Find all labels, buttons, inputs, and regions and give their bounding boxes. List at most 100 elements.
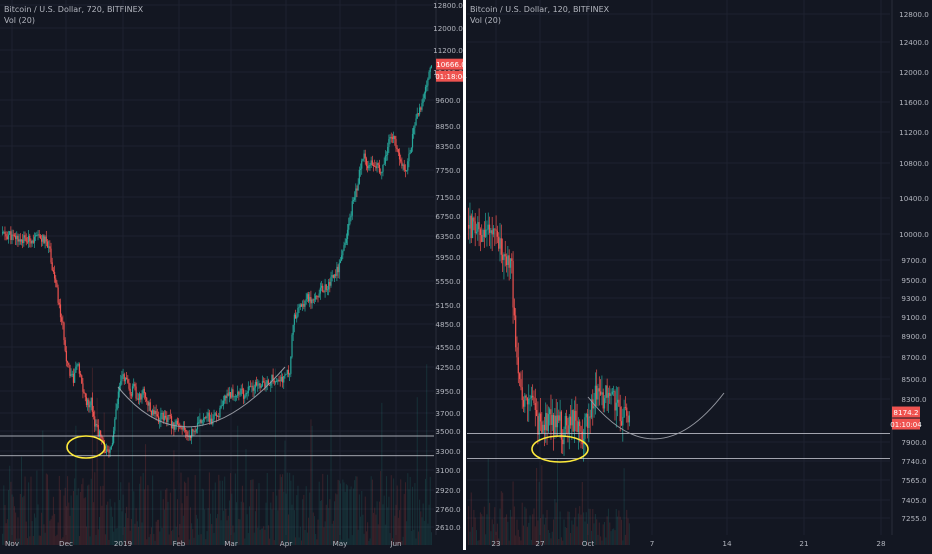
candle-body: [174, 425, 176, 430]
candle-body: [297, 307, 299, 317]
volume-bar: [511, 516, 513, 545]
volume-bar: [404, 482, 406, 545]
candle-body: [291, 334, 293, 357]
volume-bar: [384, 524, 386, 545]
candle-body: [156, 414, 158, 417]
candle-body: [148, 402, 150, 406]
candle-body: [585, 413, 587, 418]
y-tick-label: 7750.0: [435, 166, 461, 175]
volume-bar: [60, 490, 62, 545]
candle-body: [590, 399, 593, 418]
candle-body: [3, 231, 5, 233]
volume-bar: [277, 510, 279, 545]
volume-bar: [564, 527, 566, 545]
x-tick-label: May: [333, 539, 349, 548]
candle-body: [411, 134, 414, 148]
right-volume-label: Vol (20): [470, 16, 501, 25]
candle-body: [46, 241, 49, 248]
volume-bar: [373, 512, 375, 545]
candle-body: [10, 231, 12, 240]
candle-body: [192, 429, 194, 432]
right-interval: 120: [552, 5, 568, 14]
volume-bar: [82, 478, 84, 545]
volume-bar: [395, 504, 397, 545]
candle-body: [390, 136, 392, 138]
volume-bar: [360, 516, 362, 545]
volume-bar: [581, 481, 583, 545]
candle-body: [426, 85, 428, 87]
volume-bar: [240, 501, 242, 545]
candle-body: [358, 169, 360, 184]
volume-bar: [371, 479, 373, 545]
candle-body: [551, 415, 553, 425]
candle-body: [298, 307, 300, 308]
volume-bar: [98, 517, 100, 545]
candle-body: [100, 430, 102, 436]
candle-body: [101, 435, 103, 439]
candle-body: [55, 278, 57, 283]
candle-body: [581, 431, 583, 445]
volume-bar: [368, 540, 370, 545]
volume-bar: [23, 495, 25, 545]
volume-bar: [253, 532, 255, 545]
volume-bar: [134, 523, 136, 545]
volume-bar: [291, 504, 293, 545]
candle-body: [126, 377, 128, 380]
candle-body: [317, 296, 319, 298]
volume-bar: [585, 512, 587, 545]
volume-bar: [558, 538, 560, 545]
candle-body: [596, 385, 598, 400]
volume-bar: [271, 509, 273, 545]
volume-bar: [504, 517, 506, 545]
volume-bar: [230, 473, 232, 545]
candle-body: [20, 239, 23, 242]
candle-body: [234, 396, 236, 398]
volume-bar: [239, 519, 241, 545]
candle-body: [319, 287, 321, 294]
volume-bar: [533, 508, 535, 545]
volume-bar: [34, 513, 36, 545]
candle-body: [245, 393, 247, 397]
candle-body: [598, 388, 600, 392]
volume-bar: [77, 488, 79, 545]
candle-body: [222, 400, 225, 406]
volume-bar: [135, 508, 137, 545]
volume-bar: [547, 530, 549, 545]
candle-body: [279, 380, 281, 382]
candle-body: [320, 285, 323, 288]
candle-body: [505, 256, 508, 266]
candle-body: [520, 379, 522, 388]
volume-bar: [90, 478, 92, 545]
volume-bar: [617, 516, 619, 545]
volume-bar: [280, 476, 282, 545]
candle-body: [72, 373, 75, 383]
candle-body: [266, 380, 268, 385]
candle-body: [547, 414, 549, 431]
candle-body: [70, 374, 72, 376]
volume-bar: [270, 502, 272, 545]
candle-body: [226, 393, 228, 399]
volume-bar: [168, 534, 170, 545]
candle-body: [51, 262, 53, 271]
volume-bar: [403, 493, 405, 545]
volume-bar: [215, 518, 217, 545]
volume-bar: [329, 499, 331, 545]
candle-body: [566, 416, 568, 426]
volume-bar: [254, 511, 256, 545]
candle-body: [155, 410, 157, 415]
volume-bar: [155, 521, 157, 545]
volume-bar: [71, 507, 73, 545]
volume-bar: [89, 536, 91, 545]
volume-bar: [259, 529, 261, 545]
candle-body: [144, 392, 147, 398]
candle-body: [305, 298, 307, 301]
volume-bar: [318, 481, 320, 545]
volume-bar: [390, 475, 392, 545]
volume-bar: [400, 479, 402, 545]
candle-body: [370, 160, 372, 166]
volume-bar: [478, 540, 480, 545]
candle-body: [211, 418, 213, 425]
candle-body: [194, 431, 196, 433]
last-price-tag: [436, 58, 466, 70]
